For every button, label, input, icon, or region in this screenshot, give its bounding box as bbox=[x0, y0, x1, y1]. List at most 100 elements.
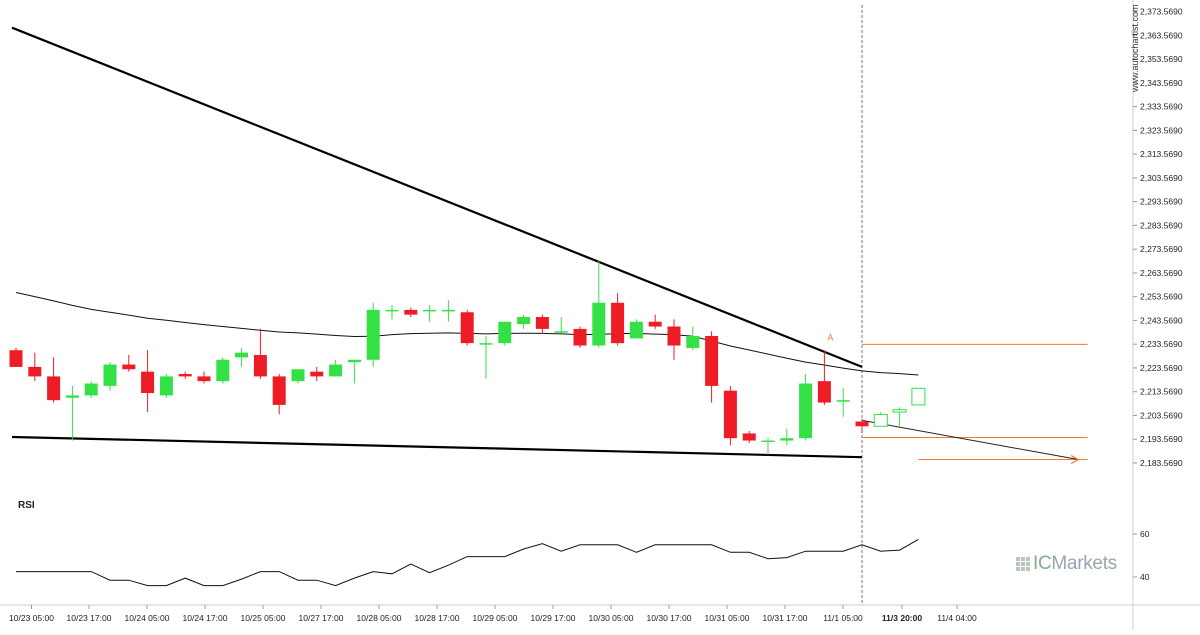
y-tick-label: 2,263.5690 bbox=[1140, 268, 1183, 278]
x-tick-label: 10/23 17:00 bbox=[67, 613, 112, 623]
candle-body bbox=[629, 321, 643, 339]
candle-body bbox=[441, 309, 455, 312]
x-tick-label: 10/28 17:00 bbox=[415, 613, 460, 623]
rsi-line bbox=[16, 538, 919, 587]
candle-body bbox=[423, 309, 437, 312]
y-tick-label: 2,233.5690 bbox=[1140, 339, 1183, 349]
candle-body bbox=[761, 440, 775, 443]
candle-body bbox=[197, 376, 211, 382]
rsi-panel: RSI bbox=[16, 500, 919, 587]
x-tick-label: 10/30 05:00 bbox=[589, 613, 634, 623]
candle-body bbox=[611, 302, 625, 344]
candle-body bbox=[347, 359, 361, 363]
x-tick-label: 10/30 17:00 bbox=[647, 613, 692, 623]
x-axis: 10/23 05:00 10/23 17:00 10/24 05:00 10/24 1… bbox=[9, 605, 977, 623]
candle-body bbox=[554, 331, 568, 333]
watermark-text: www.autochartist.com bbox=[1130, 4, 1140, 92]
candle-body bbox=[103, 364, 117, 386]
candle-body bbox=[291, 369, 305, 382]
x-tick-label: 10/25 05:00 bbox=[241, 613, 286, 623]
candle-body bbox=[498, 321, 512, 344]
y-axis: 2,373.5690 2,363.5690 2,353.5690 2,343.5690… bbox=[1133, 7, 1183, 582]
price-levels: A bbox=[827, 332, 1088, 465]
watermark: www.autochartist.com bbox=[1130, 4, 1140, 92]
candle-body bbox=[216, 359, 230, 382]
x-tick-label: 10/24 05:00 bbox=[125, 613, 170, 623]
forecast-arrow-icon bbox=[1070, 455, 1080, 465]
brand-logo: ICMarkets bbox=[1016, 553, 1117, 575]
forecast-line bbox=[861, 419, 1079, 461]
y-tick-label: 2,353.5690 bbox=[1140, 54, 1183, 64]
logo-text: ICMarkets bbox=[1033, 553, 1117, 574]
candle-body bbox=[385, 309, 399, 312]
candle-body bbox=[178, 374, 192, 377]
candle-body bbox=[780, 438, 794, 441]
y-tick-label: 2,273.5690 bbox=[1140, 244, 1183, 254]
candle-body bbox=[47, 376, 61, 401]
candle-body bbox=[28, 366, 42, 377]
candle-body bbox=[648, 321, 662, 327]
y-tick-label: 2,333.5690 bbox=[1140, 102, 1183, 112]
candle-body bbox=[65, 395, 79, 398]
y-tick-label: 2,203.5690 bbox=[1140, 410, 1183, 420]
candle-body bbox=[667, 326, 681, 346]
point-label: A bbox=[827, 332, 833, 342]
candle-body bbox=[742, 433, 756, 441]
y-tick-label: 2,303.5690 bbox=[1140, 173, 1183, 183]
resistance-line bbox=[11, 26, 863, 368]
candle-body bbox=[892, 409, 907, 413]
x-tick-label: 10/27 17:00 bbox=[299, 613, 344, 623]
candle-body bbox=[310, 371, 324, 377]
candle-body bbox=[272, 376, 286, 405]
y-tick-label: 2,213.5690 bbox=[1140, 387, 1183, 397]
candle-body bbox=[817, 381, 831, 403]
candle-body bbox=[799, 383, 813, 439]
y-tick-label: 2,283.5690 bbox=[1140, 220, 1183, 230]
y-tick-label: 2,253.5690 bbox=[1140, 292, 1183, 302]
x-tick-label: 11/4 04:00 bbox=[937, 613, 977, 623]
logo-grid-icon bbox=[1016, 557, 1030, 571]
candle-body bbox=[159, 376, 173, 396]
x-tick-label: 10/23 05:00 bbox=[9, 613, 54, 623]
candle-body bbox=[686, 336, 700, 348]
support-line bbox=[11, 435, 863, 459]
x-tick-label: 10/31 05:00 bbox=[705, 613, 750, 623]
y-tick-label: 2,193.5690 bbox=[1140, 434, 1183, 444]
candle-body bbox=[723, 390, 737, 439]
y-tick-label: 2,183.5690 bbox=[1140, 458, 1183, 468]
y-tick-label: 2,293.5690 bbox=[1140, 197, 1183, 207]
candle-body bbox=[479, 343, 493, 345]
rsi-tick-label: 40 bbox=[1140, 572, 1150, 582]
candle-body bbox=[122, 364, 136, 370]
candle-body bbox=[573, 328, 587, 346]
y-tick-label: 2,313.5690 bbox=[1140, 149, 1183, 159]
y-tick-label: 2,223.5690 bbox=[1140, 363, 1183, 373]
candle-body bbox=[329, 364, 343, 377]
rsi-label: RSI bbox=[18, 500, 35, 511]
candle-body bbox=[517, 317, 531, 325]
candle-body bbox=[705, 336, 719, 386]
candle-body bbox=[911, 387, 926, 406]
y-tick-label: 2,323.5690 bbox=[1140, 125, 1183, 135]
candle-body bbox=[836, 400, 850, 402]
candle-body bbox=[873, 413, 888, 427]
x-tick-label: 11/3 20:00 bbox=[882, 613, 922, 623]
candle-body bbox=[9, 350, 23, 367]
candle-body bbox=[535, 317, 549, 329]
candle-body bbox=[84, 383, 98, 396]
candle-body bbox=[592, 302, 606, 346]
candle-body bbox=[235, 352, 249, 358]
y-tick-label: 2,243.5690 bbox=[1140, 315, 1183, 325]
candle-body bbox=[855, 421, 869, 427]
candle-body bbox=[253, 355, 267, 377]
rsi-tick-label: 60 bbox=[1140, 529, 1150, 539]
x-tick-label: 11/1 05:00 bbox=[823, 613, 863, 623]
x-tick-label: 10/24 17:00 bbox=[183, 613, 228, 623]
pattern-lines bbox=[11, 26, 863, 459]
candle-body bbox=[460, 312, 474, 344]
y-tick-label: 2,343.5690 bbox=[1140, 78, 1183, 88]
candlesticks bbox=[9, 259, 926, 455]
x-tick-label: 10/28 05:00 bbox=[357, 613, 402, 623]
